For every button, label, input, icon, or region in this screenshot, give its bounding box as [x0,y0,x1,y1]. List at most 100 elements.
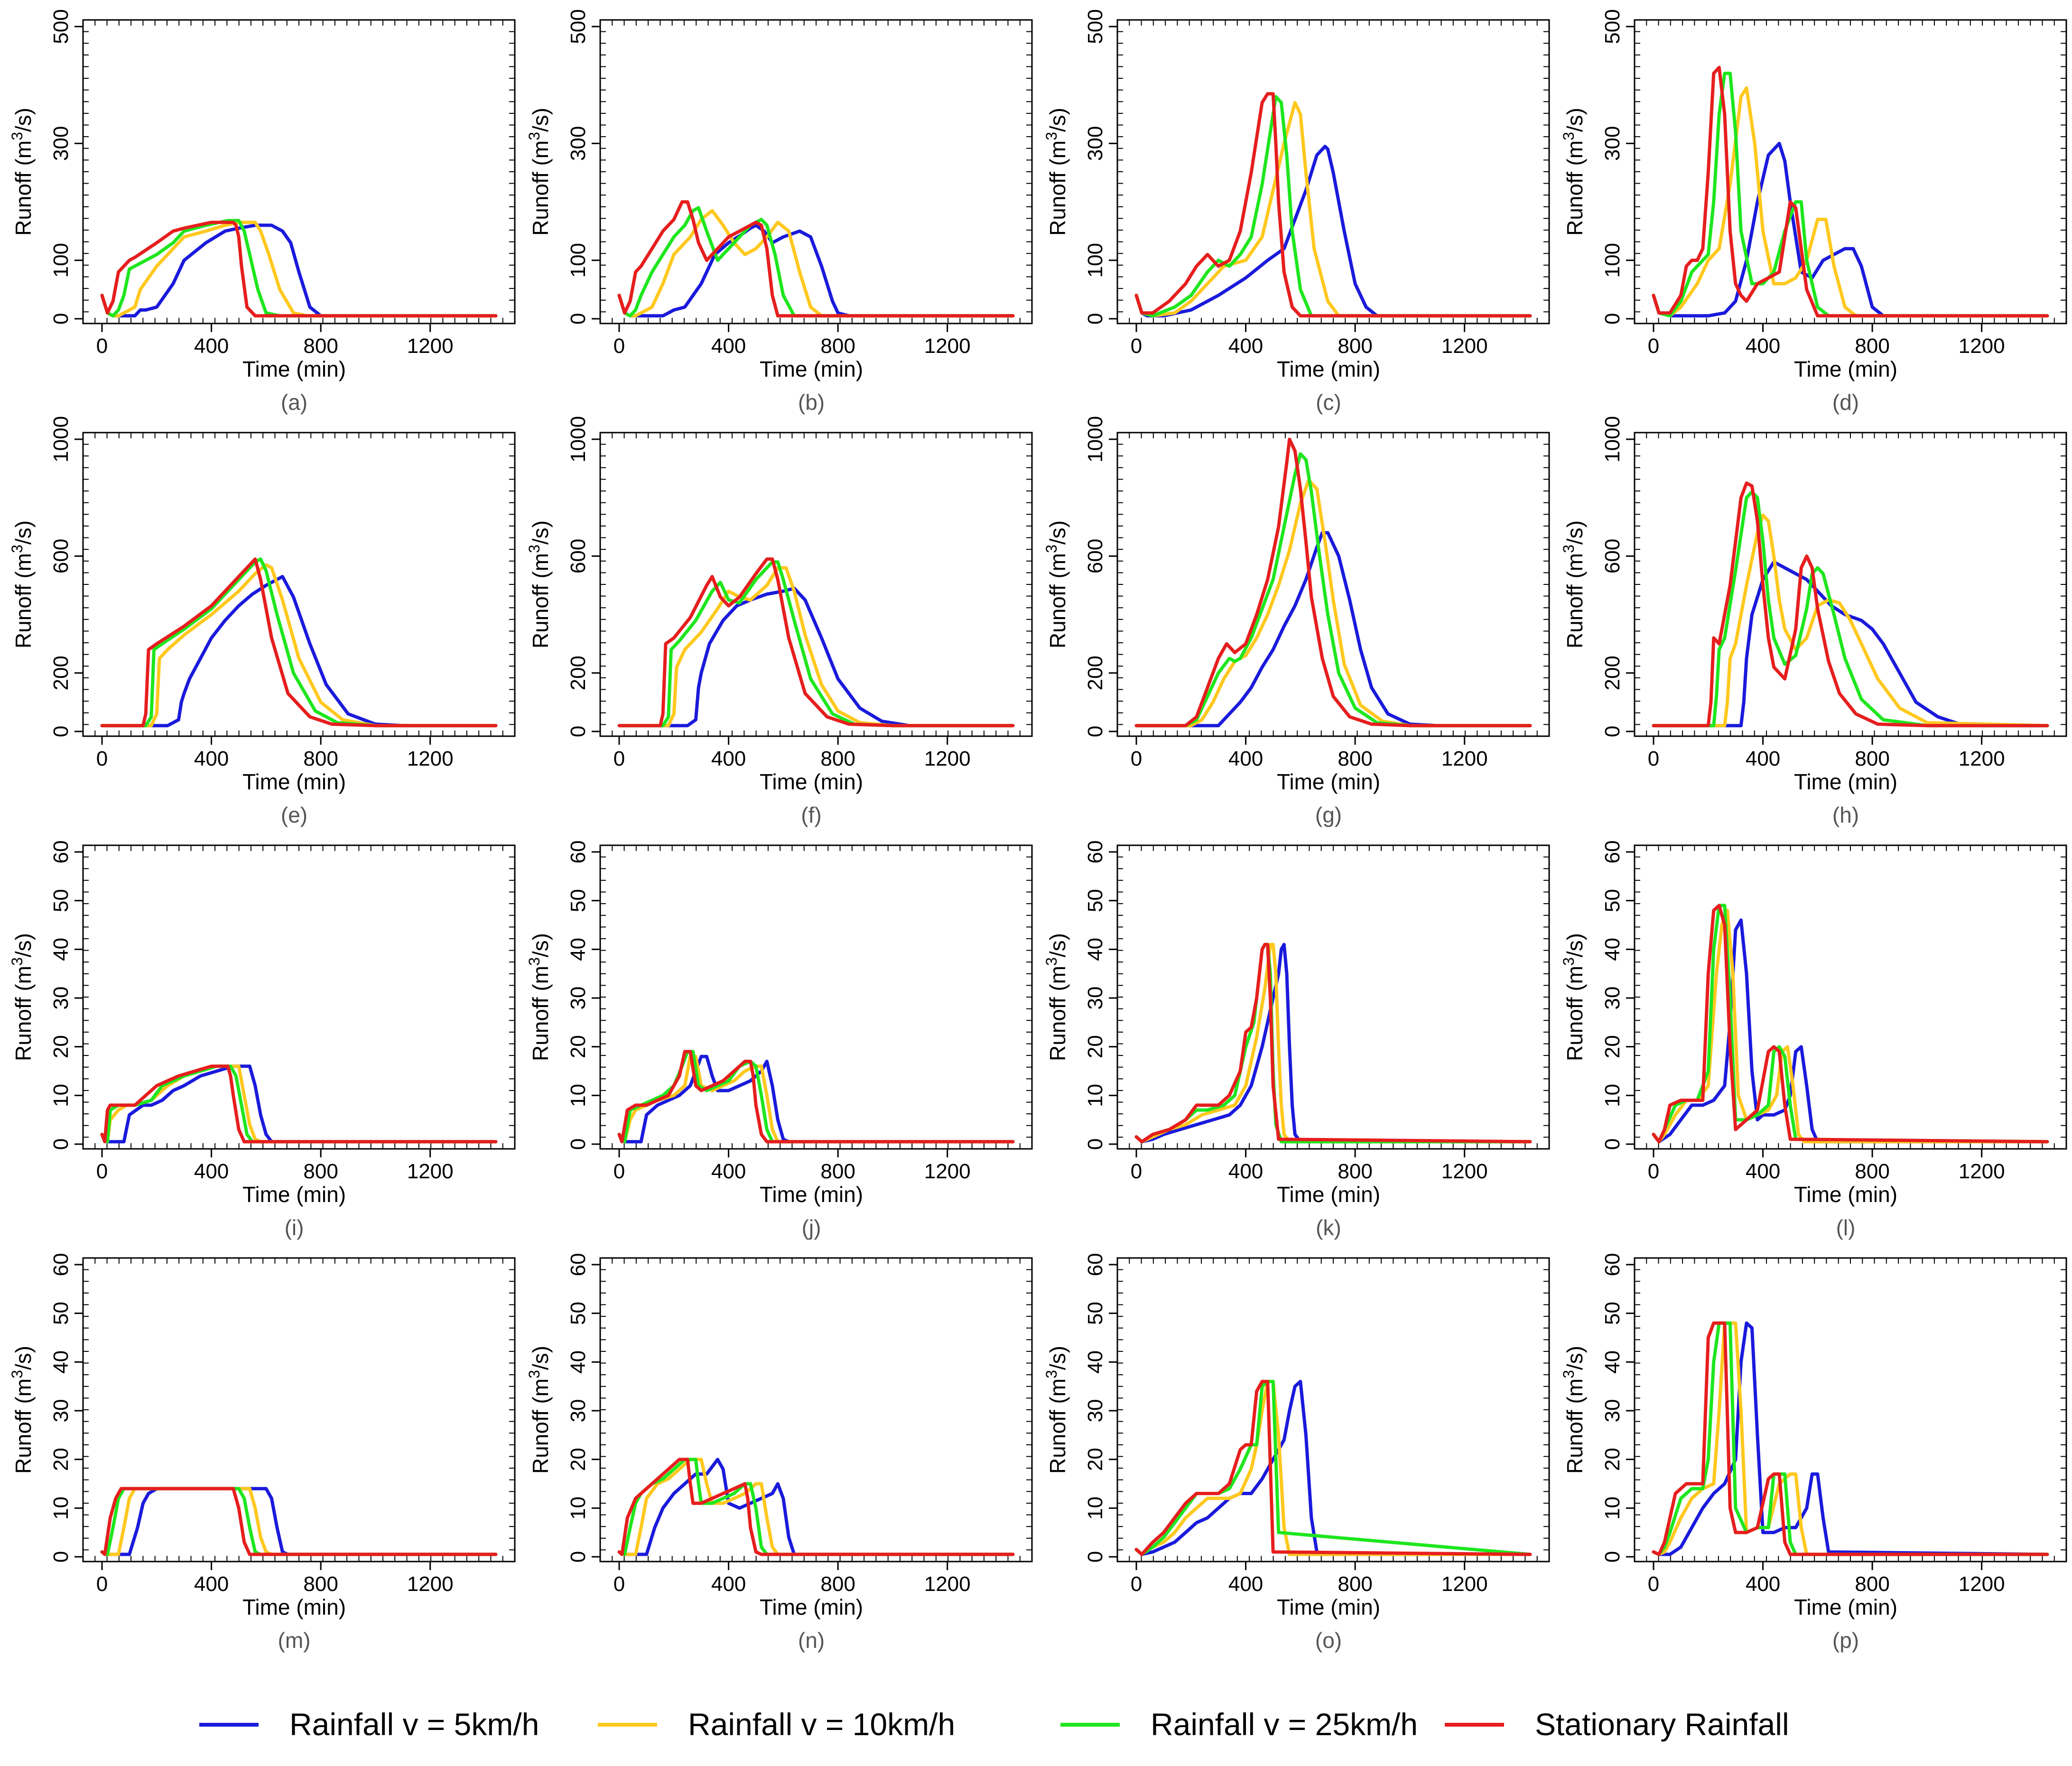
series-line [100,221,498,318]
y-tick-label: 100 [1601,243,1624,277]
y-tick-label: 600 [1601,539,1624,573]
y-tick-label: 10 [567,1497,590,1520]
x-axis-label: Time (min) [242,1595,346,1619]
x-tick-label: 1200 [924,747,971,770]
x-tick-label: 0 [96,1160,108,1183]
series-line [1134,531,1532,728]
series-line [100,1064,498,1144]
chart-panel: 0 400 800 1200 0 200 600 1000 Time (min) Runoff (… [9,416,516,827]
y-tick-label: 1000 [49,416,73,462]
y-axis-label: Runoff (m3/s) [1043,933,1070,1061]
y-tick-label: 50 [49,889,73,912]
x-tick-label: 800 [820,334,855,358]
series-lines [1652,1321,2049,1556]
legend-label: Stationary Rainfall [1535,1707,1789,1742]
panel-label: (e) [281,803,307,827]
y-tick-label: 50 [1084,889,1107,912]
panel-label: (h) [1832,803,1859,827]
series-line [1134,437,1532,728]
y-tick-label: 1000 [567,416,590,462]
x-axis-label: Time (min) [242,1182,346,1207]
x-tick-label: 0 [1131,334,1142,358]
series-line [617,566,1015,728]
series-lines [617,1458,1015,1556]
x-tick-label: 800 [1338,334,1372,358]
series-line [100,1064,498,1144]
x-tick-label: 0 [613,1160,625,1183]
series-line [100,575,498,728]
y-tick-label: 10 [567,1084,590,1107]
chart-panel: 0 400 800 1200 0 100 300 500 Time (min) Runoff (m… [1560,9,2067,415]
chart-panel: 0 400 800 1200 0 10 20 30 40 50 60 Time (min) Runoff… [1560,1253,2067,1653]
y-tick-label: 40 [49,938,73,961]
series-line [1134,95,1532,318]
series-line [1652,490,2049,728]
y-tick-label: 1000 [1601,416,1624,462]
y-tick-label: 10 [1084,1497,1107,1520]
minor-ticks [1634,1257,2067,1562]
x-tick-label: 0 [96,1572,108,1596]
series-line [1134,101,1532,318]
y-axis-label: Runoff (m3/s) [1560,1346,1587,1474]
y-tick-label: 20 [1084,1035,1107,1058]
minor-ticks [1117,432,1550,737]
y-tick-label: 50 [49,1302,73,1325]
x-tick-label: 1200 [1441,1572,1488,1596]
series-line [1134,1379,1532,1556]
series-line [617,560,1015,728]
x-tick-label: 800 [1338,747,1372,770]
x-tick-label: 800 [1338,1572,1372,1596]
x-tick-label: 1200 [1959,1160,2005,1183]
panel-label: (g) [1315,803,1342,827]
y-tick-label: 30 [567,1399,590,1423]
series-line [1134,92,1532,318]
series-line [1652,908,2049,1144]
x-axis-label: Time (min) [760,357,863,381]
x-tick-label: 800 [303,334,338,358]
x-tick-label: 0 [613,334,625,358]
x-axis-label: Time (min) [1277,1595,1380,1619]
panel-label: (n) [798,1628,825,1653]
y-tick-label: 20 [1601,1035,1624,1058]
x-tick-label: 400 [711,1572,746,1596]
x-tick-label: 400 [1746,747,1780,770]
y-tick-label: 40 [1601,938,1624,961]
y-tick-label: 0 [1084,1138,1107,1150]
y-tick-label: 200 [1601,656,1624,690]
x-axis-label: Time (min) [1794,1182,1897,1207]
y-tick-label: 60 [567,841,590,864]
series-line [1134,1379,1532,1556]
series-line [1652,1321,2049,1556]
y-tick-label: 40 [567,938,590,961]
chart-panel: 0 400 800 1200 0 100 300 500 Time (min) Runoff (m… [1043,9,1550,415]
legend-label: Rainfall v = 25km/h [1151,1707,1418,1742]
y-tick-label: 40 [1084,1350,1107,1374]
x-tick-label: 1200 [407,1572,454,1596]
chart-panel: 0 400 800 1200 0 10 20 30 40 50 60 Time (min) Runoff… [526,1253,1033,1653]
series-line [1652,1321,2049,1556]
x-tick-label: 1200 [924,1160,971,1183]
chart-panel: 0 400 800 1200 0 10 20 30 40 50 60 Time (min) Runoff… [1043,1253,1550,1653]
series-line [1652,560,2049,728]
series-line [1652,481,2049,728]
chart-panel: 0 400 800 1200 0 200 600 1000 Time (min) Runoff (… [1560,416,2067,827]
series-line [1134,452,1532,728]
panel-label: (a) [281,390,307,415]
y-tick-label: 20 [1601,1448,1624,1471]
y-tick-label: 0 [1084,726,1107,737]
x-tick-label: 1200 [1441,747,1488,770]
series-lines [1134,1379,1532,1556]
x-tick-label: 400 [1228,747,1263,770]
x-tick-label: 400 [1746,334,1780,358]
x-tick-label: 400 [1746,1160,1780,1183]
x-tick-label: 1200 [1959,1572,2005,1596]
minor-ticks [1634,845,2067,1149]
y-axis-label: Runoff (m3/s) [526,1346,553,1474]
series-line [1652,86,2049,318]
series-line [100,563,498,728]
series-lines [617,557,1015,728]
y-tick-label: 20 [49,1035,73,1058]
chart-panel: 0 400 800 1200 0 200 600 1000 Time (min) Runoff (… [1043,416,1550,827]
series-line [1652,1321,2049,1556]
